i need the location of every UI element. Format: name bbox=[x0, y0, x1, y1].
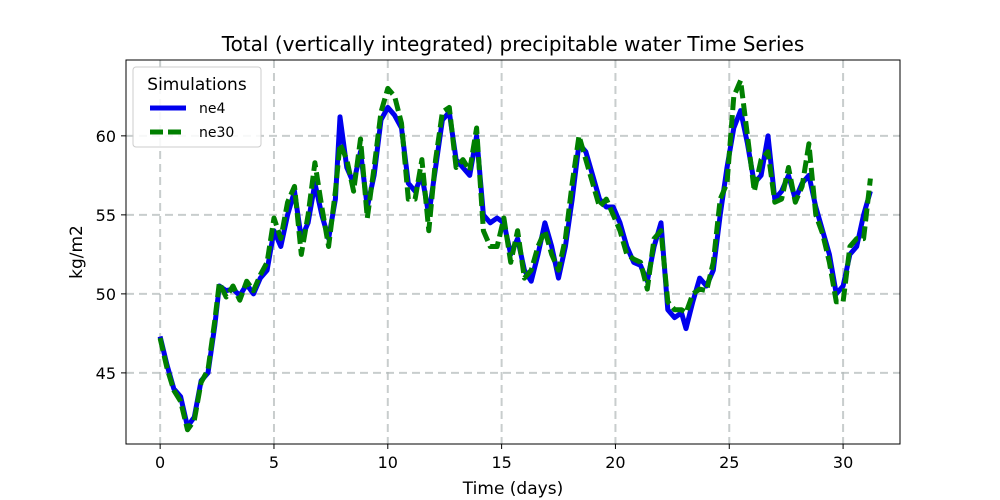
legend-label-ne4: ne4 bbox=[199, 101, 225, 117]
x-tick-label: 15 bbox=[491, 453, 511, 472]
grid-lines bbox=[126, 60, 900, 444]
legend-title: Simulations bbox=[147, 75, 247, 95]
x-tick-label: 0 bbox=[155, 453, 165, 472]
x-tick-label: 25 bbox=[719, 453, 739, 472]
series-lines bbox=[157, 78, 873, 433]
axis-ticks: 0 5 10 15 20 25 30 45 50 55 60 bbox=[96, 127, 854, 472]
y-tick-label: 60 bbox=[96, 127, 116, 146]
x-tick-label: 10 bbox=[378, 453, 398, 472]
series-line-ne30 bbox=[157, 78, 873, 433]
y-tick-label: 50 bbox=[96, 285, 116, 304]
y-tick-label: 55 bbox=[96, 206, 116, 225]
x-tick-label: 30 bbox=[833, 453, 853, 472]
x-tick-label: 20 bbox=[605, 453, 625, 472]
legend-label-ne30: ne30 bbox=[199, 125, 234, 141]
legend: Simulations ne4 ne30 bbox=[132, 66, 262, 148]
plot-frame bbox=[125, 59, 901, 445]
legend-box bbox=[132, 66, 262, 148]
y-axis-label: kg/m2 bbox=[67, 225, 87, 279]
x-tick-label: 5 bbox=[269, 453, 279, 472]
y-tick-label: 45 bbox=[96, 364, 116, 383]
chart-title: Total (vertically integrated) precipitab… bbox=[221, 32, 805, 56]
x-axis-label: Time (days) bbox=[462, 479, 563, 499]
